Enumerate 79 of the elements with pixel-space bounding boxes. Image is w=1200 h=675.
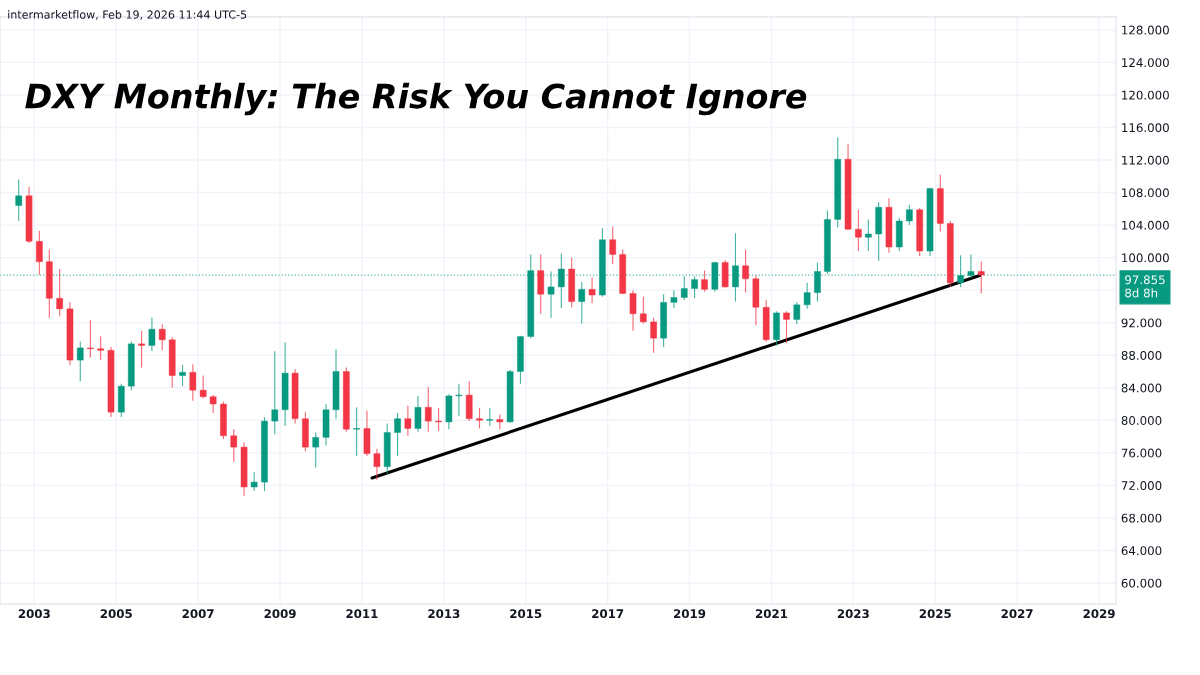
y-tick-label: 100.000 [1122,253,1169,263]
candlestick [76,340,84,382]
x-tick-label: 2005 [100,609,132,619]
candlestick [414,395,422,433]
candlestick [455,383,463,417]
y-tick-label: 60.000 [1121,578,1162,588]
candlestick [87,319,94,359]
y-tick-label: 120.000 [1122,90,1169,100]
y-tick-label: 72.000 [1121,481,1162,491]
candlestick [629,289,637,332]
candlestick [353,406,360,457]
candlestick [209,394,217,414]
candlestick [906,204,913,226]
candlestick [15,178,23,222]
candlestick [250,471,258,492]
candlestick [158,323,166,351]
candlestick [783,310,790,344]
y-tick-label: 88.000 [1121,350,1162,360]
y-tick-label: 116.000 [1122,123,1169,133]
y-tick-label: 124.000 [1122,58,1169,68]
candlestick [404,405,412,437]
candlestick [650,317,657,354]
candlestick [465,380,473,422]
candlestick [803,282,811,310]
candlestick [476,407,483,429]
candlestick [189,363,197,402]
y-tick-label: 92.000 [1121,318,1162,328]
y-tick-label: 76.000 [1121,448,1162,458]
candlestick [97,335,104,361]
x-tick-label: 2021 [755,609,788,619]
x-tick-label: 2029 [1083,609,1115,619]
candlestick [199,375,207,399]
candlestick [537,253,545,315]
candlestick [138,330,145,368]
candlestick [312,431,320,469]
text: 8d 8h [1125,288,1158,298]
text: DXY Monthly: The Risk You Cannot Ignore [25,82,807,116]
x-tick-label: 2025 [919,609,951,619]
candlestick [148,317,156,352]
candlestick [435,407,442,432]
candlestick [230,428,238,463]
y-tick-label: 104.000 [1122,220,1169,230]
x-tick-label: 2011 [346,609,378,619]
y-tick-label: 108.000 [1122,188,1169,198]
y-tick-label: 80.000 [1121,416,1162,425]
x-tick-label: 2019 [674,609,706,619]
candlestick [271,350,279,435]
candlestick [56,268,63,317]
candlestick [588,276,596,304]
candlestick [373,448,381,481]
candlestick [394,412,401,457]
candlestick [640,296,647,325]
candlestick [742,248,749,294]
x-tick-label: 2003 [18,609,50,619]
candlestick [855,209,862,252]
candlestick [609,226,617,265]
x-tick-label: 2017 [592,609,624,619]
candlestick [701,270,708,293]
candlestick [36,230,43,276]
y-tick-label: 112.000 [1122,155,1169,165]
y-tick-label: 64.000 [1121,546,1162,556]
x-tick-label: 2027 [1001,609,1033,619]
candlestick [793,301,801,325]
ref-line-label: 97.855 [1125,275,1165,285]
candlestick [977,261,985,294]
y-tick-label: 84.000 [1121,383,1162,393]
candlestick [424,386,432,433]
candlestick [670,289,678,309]
y-tick-label: 68.000 [1121,513,1162,523]
y-tick-label: 128.000 [1122,25,1169,35]
candlestick [179,364,186,387]
candlestick [865,218,872,252]
x-tick-label: 2023 [837,609,869,619]
candlestick [578,281,586,325]
x-tick-label: 2013 [428,609,460,619]
x-tick-label: 2009 [264,609,296,619]
annotation: intermarketflow, Feb 19, 2026 11:44 UTC-5 [8,10,247,20]
x-tick-label: 2015 [510,609,542,619]
x-tick-label: 2007 [182,609,214,619]
